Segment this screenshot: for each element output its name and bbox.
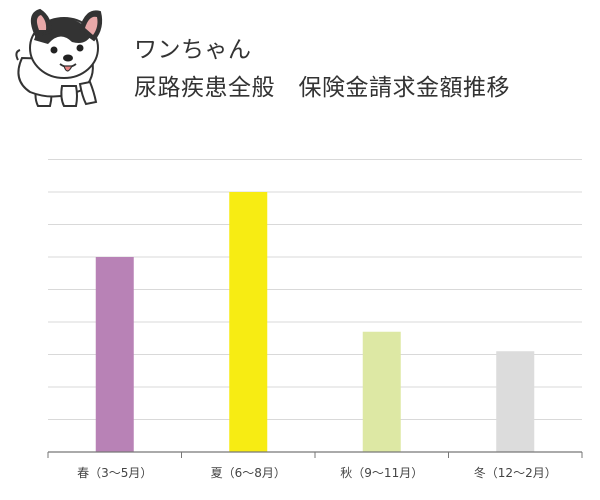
- chart-subtitle: 尿路疾患全般 保険金請求金額推移: [134, 75, 510, 101]
- x-axis-ticks: [47, 452, 583, 458]
- bar-2: [229, 192, 268, 452]
- gridlines: [48, 159, 582, 420]
- x-tick-label: 秋（9〜11月）: [340, 466, 423, 480]
- page-title: ワンちゃん: [134, 37, 252, 63]
- bar-1: [95, 257, 134, 452]
- bar-3: [362, 331, 401, 452]
- x-tick-label: 春（3〜5月）: [77, 466, 152, 480]
- x-tick-label: 冬（12〜2月）: [474, 465, 557, 480]
- x-axis-labels: 春（3〜5月） 夏（6〜8月） 秋（9〜11月） 冬（12〜2月）: [77, 465, 557, 480]
- x-tick-label: 夏（6〜8月）: [211, 466, 286, 480]
- bar-4: [496, 351, 535, 452]
- bars: [95, 192, 535, 452]
- french-bulldog-illustration: [15, 8, 103, 107]
